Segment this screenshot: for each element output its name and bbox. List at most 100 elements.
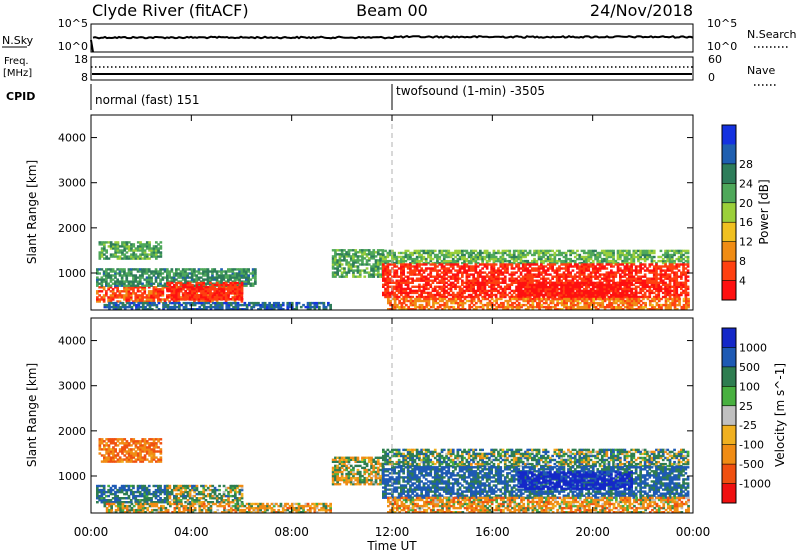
data-cell	[591, 291, 595, 295]
data-cell	[177, 274, 180, 277]
data-cell	[177, 294, 181, 297]
data-cell	[485, 261, 489, 265]
data-cell	[442, 279, 446, 282]
data-cell	[470, 297, 474, 301]
data-cell	[476, 255, 480, 259]
data-cell	[363, 271, 367, 274]
data-cell	[652, 275, 656, 278]
data-cell	[659, 269, 663, 272]
data-cell	[370, 269, 373, 272]
data-cell	[404, 283, 408, 286]
data-cell	[206, 274, 210, 277]
data-cell	[198, 308, 202, 311]
data-cell	[560, 283, 563, 287]
data-cell	[545, 308, 548, 311]
data-cell	[664, 281, 667, 284]
data-cell	[670, 263, 674, 266]
data-cell	[670, 267, 674, 270]
data-cell	[607, 261, 611, 265]
data-cell	[148, 249, 151, 252]
data-cell	[247, 274, 250, 277]
data-cell	[641, 249, 645, 253]
data-cell	[544, 269, 548, 272]
data-cell	[488, 289, 491, 293]
data-cell	[558, 283, 561, 287]
data-cell	[414, 301, 417, 305]
data-cell	[655, 281, 658, 284]
data-cell	[657, 303, 661, 307]
data-cell	[230, 303, 233, 307]
data-cell	[123, 296, 126, 299]
data-cell	[673, 291, 676, 295]
data-cell	[191, 303, 195, 307]
data-cell	[470, 265, 473, 268]
data-cell	[233, 274, 237, 277]
data-cell	[641, 281, 645, 284]
data-cell	[150, 294, 153, 297]
data-cell	[476, 251, 480, 255]
data-cell	[585, 291, 588, 295]
data-cell	[188, 283, 192, 287]
data-cell	[434, 301, 438, 305]
data-cell	[217, 276, 221, 279]
data-cell	[625, 289, 629, 293]
data-cell	[632, 291, 636, 295]
data-cell	[637, 269, 640, 272]
data-cell	[612, 259, 615, 263]
data-cell	[186, 276, 189, 279]
data-cell	[623, 259, 627, 263]
data-cell	[424, 259, 428, 263]
data-cell	[388, 263, 392, 266]
data-cell	[537, 273, 541, 276]
data-cell	[479, 301, 483, 305]
data-cell	[544, 283, 548, 287]
data-cell	[628, 257, 631, 261]
data-cell	[492, 267, 496, 270]
data-cell	[233, 272, 237, 275]
data-cell	[521, 289, 525, 293]
data-cell	[624, 305, 627, 309]
data-cell	[677, 295, 681, 299]
data-cell	[386, 287, 390, 291]
data-cell	[650, 291, 654, 295]
data-cell	[615, 308, 618, 311]
data-cell	[576, 279, 579, 282]
data-cell	[121, 303, 125, 307]
data-cell	[145, 247, 149, 250]
data-cell	[533, 296, 536, 299]
data-cell	[409, 299, 413, 303]
data-cell	[585, 279, 588, 282]
data-cell	[202, 303, 206, 307]
data-cell	[558, 249, 561, 253]
data-cell	[556, 297, 559, 301]
data-cell	[225, 308, 229, 311]
data-cell	[354, 251, 358, 254]
data-cell	[668, 295, 672, 299]
data-cell	[150, 282, 153, 285]
data-cell	[338, 249, 342, 252]
data-cell	[576, 257, 579, 261]
data-cell	[164, 303, 168, 307]
data-cell	[100, 251, 104, 254]
data-cell	[682, 261, 685, 265]
data-cell	[630, 253, 633, 257]
data-cell	[551, 294, 554, 297]
data-cell	[603, 285, 606, 289]
data-cell	[653, 308, 657, 311]
data-cell	[118, 249, 122, 252]
data-cell	[524, 287, 527, 291]
data-cell	[675, 283, 679, 286]
data-cell	[625, 291, 629, 295]
data-cell	[508, 287, 512, 291]
data-cell	[585, 296, 588, 299]
data-cell	[682, 285, 685, 288]
data-cell	[506, 267, 509, 270]
data-cell	[409, 261, 412, 265]
data-cell	[540, 299, 544, 303]
data-cell	[605, 273, 609, 276]
data-cell	[490, 295, 493, 299]
data-cell	[492, 249, 496, 253]
data-cell	[309, 308, 312, 311]
data-cell	[589, 283, 593, 287]
data-cell	[481, 295, 484, 299]
